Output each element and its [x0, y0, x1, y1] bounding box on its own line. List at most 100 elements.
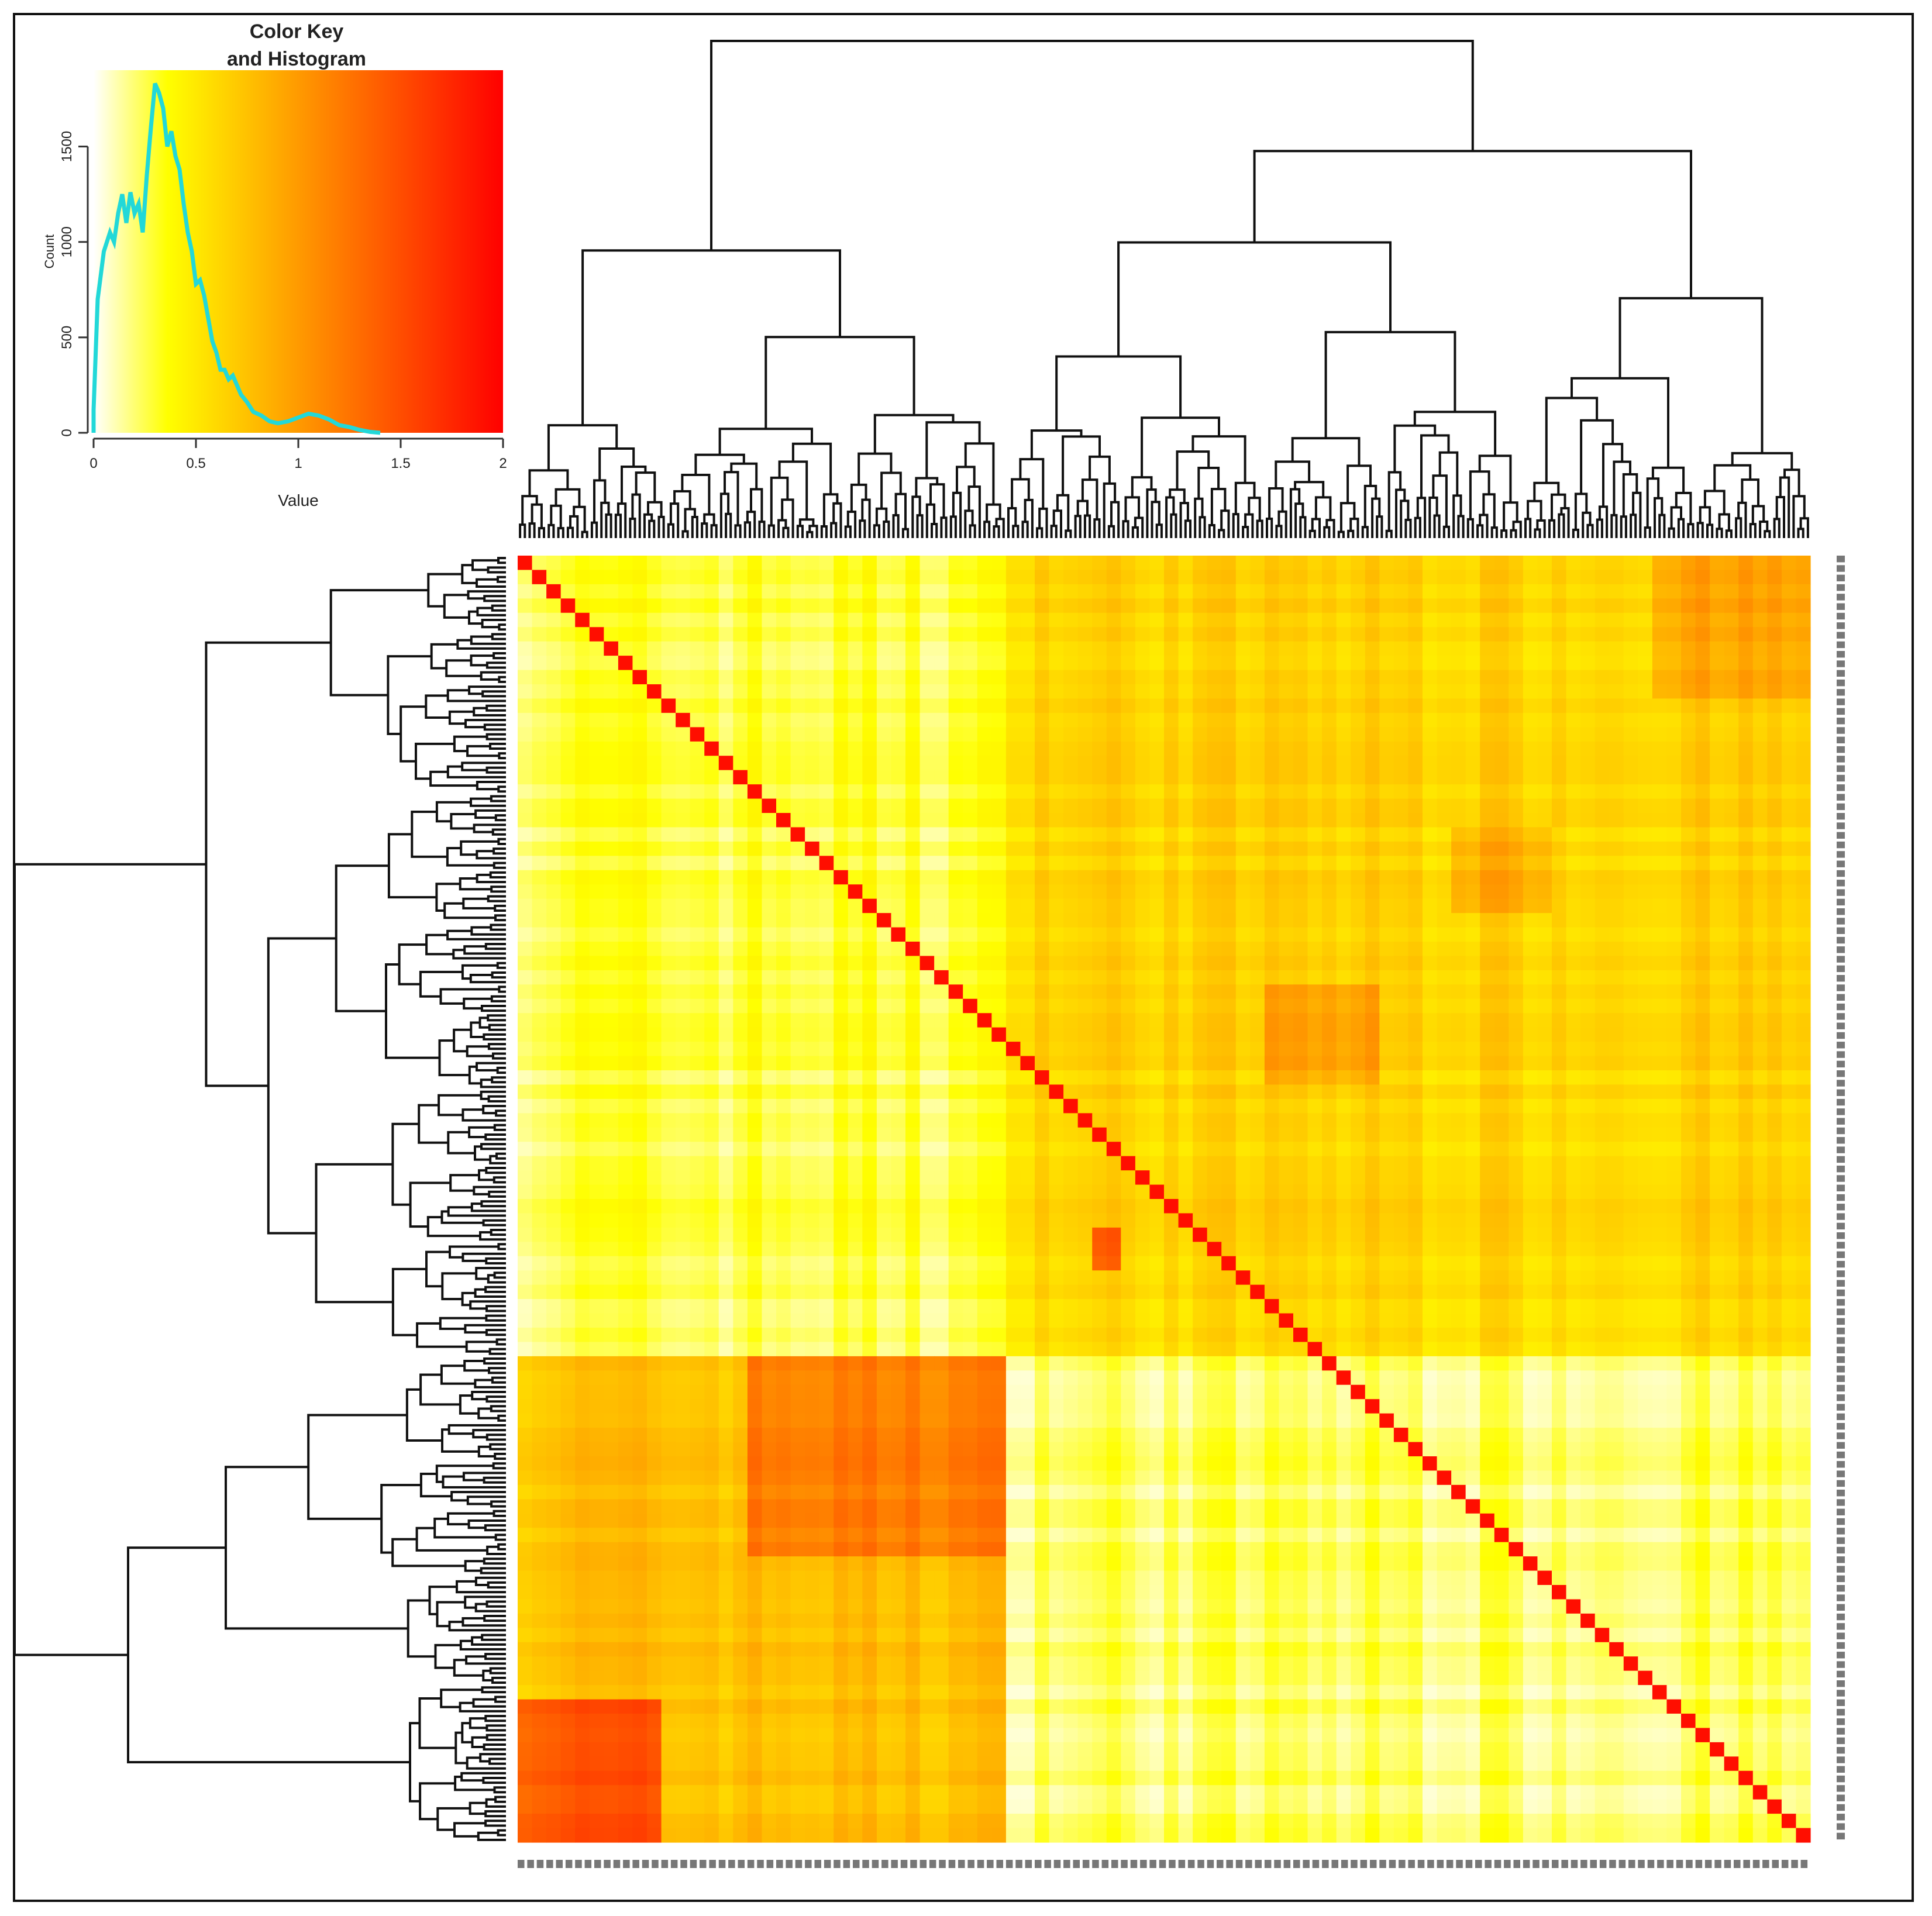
heatmap-cell [1250, 1213, 1265, 1228]
heatmap-cell [1077, 1199, 1093, 1214]
heatmap-cell [891, 670, 906, 685]
heatmap-cell [1781, 612, 1797, 628]
heatmap-cell [1609, 770, 1624, 785]
heatmap-cell [1207, 798, 1222, 814]
heatmap-cell [1480, 670, 1495, 685]
heatmap-cell [1336, 827, 1351, 842]
heatmap-cell [1207, 1242, 1222, 1257]
heatmap-cell [518, 756, 533, 771]
heatmap-cell [1552, 1084, 1567, 1100]
heatmap-cell [934, 942, 949, 957]
row-dendrogram-branch [391, 1122, 419, 1206]
heatmap-cell [819, 641, 834, 656]
heatmap-cell [1005, 884, 1021, 900]
heatmap-cell [1437, 813, 1452, 828]
heatmap-cell [1580, 1227, 1596, 1242]
heatmap-cell [1752, 898, 1768, 914]
heatmap-cell [1681, 656, 1696, 671]
heatmap-cell [1336, 1142, 1351, 1157]
heatmap-cell [1781, 1013, 1797, 1028]
heatmap-cell [1566, 770, 1581, 785]
heatmap-cell [1566, 1227, 1581, 1242]
heatmap-cell [1638, 1098, 1653, 1114]
heatmap-cell [1552, 1142, 1567, 1157]
heatmap-cell [1221, 913, 1237, 928]
heatmap-cell [948, 1013, 963, 1028]
heatmap-cell [661, 913, 676, 928]
row-dendrogram-branch [491, 633, 506, 640]
heatmap-cell [1681, 598, 1696, 614]
heatmap-cell [718, 741, 733, 756]
heatmap-cell [934, 1227, 949, 1242]
row-dendrogram-branch [497, 1414, 506, 1422]
heatmap-cell [1638, 656, 1653, 671]
heatmap-cell [1623, 1142, 1638, 1157]
heatmap-cell [1638, 1042, 1653, 1057]
heatmap-cell [1494, 884, 1509, 900]
heatmap-cell [575, 1213, 590, 1228]
color-key-gradient [94, 70, 503, 433]
heatmap-cell [876, 712, 892, 728]
heatmap-cell [1666, 1199, 1682, 1214]
heatmap-cell [575, 727, 590, 742]
heatmap-cell [1250, 1013, 1265, 1028]
heatmap-cell [1724, 756, 1739, 771]
heatmap-cell [632, 841, 648, 856]
heatmap-cell [1609, 584, 1624, 599]
heatmap-cell [518, 1156, 533, 1171]
heatmap-cell [1552, 784, 1567, 800]
heatmap-cell [1724, 1199, 1739, 1214]
heatmap-cell [1221, 884, 1237, 900]
heatmap-cell [1293, 942, 1308, 957]
heatmap-cell [905, 1113, 921, 1128]
heatmap-cell [1393, 841, 1409, 856]
heatmap-cell [575, 1227, 590, 1242]
heatmap-cell [790, 1156, 805, 1171]
heatmap-cell [762, 942, 777, 957]
heatmap-cell [1020, 656, 1035, 671]
column-dendrogram-branch [1414, 516, 1421, 538]
heatmap-cell [1580, 641, 1596, 656]
heatmap-cell [1336, 670, 1351, 685]
heatmap-cell [1767, 698, 1782, 714]
heatmap-cell [1767, 1184, 1782, 1200]
heatmap-cell [1638, 927, 1653, 942]
heatmap-cell [1035, 827, 1050, 842]
heatmap-cell [1049, 841, 1064, 856]
heatmap-cell [891, 712, 906, 728]
heatmap-cell [1221, 870, 1237, 885]
heatmap-cell [1480, 656, 1495, 671]
heatmap-cell [1710, 898, 1725, 914]
heatmap-cell [546, 770, 562, 785]
heatmap-cell [1322, 884, 1337, 900]
heatmap-cell [532, 656, 547, 671]
heatmap-cell [718, 984, 733, 1000]
heatmap-cell [575, 1242, 590, 1257]
heatmap-cell [518, 1227, 533, 1242]
heatmap-cell [1494, 1098, 1509, 1114]
heatmap-cell [676, 970, 691, 985]
heatmap-cell [1235, 1098, 1251, 1114]
heatmap-cell [1781, 641, 1797, 656]
heatmap-cell [1077, 898, 1093, 914]
heatmap-cell [704, 1170, 719, 1186]
heatmap-cell [948, 998, 963, 1014]
heatmap-cell [718, 1070, 733, 1085]
heatmap-cell [1365, 798, 1380, 814]
heatmap-cell [1379, 984, 1394, 1000]
heatmap-cell [1638, 798, 1653, 814]
heatmap-cell [1523, 1098, 1538, 1114]
heatmap-cell [1005, 784, 1021, 800]
heatmap-cell [1279, 1084, 1294, 1100]
heatmap-cell [1293, 813, 1308, 828]
heatmap-cell [1781, 870, 1797, 885]
heatmap-cell [560, 1213, 576, 1228]
heatmap-cell [560, 913, 576, 928]
heatmap-cell [690, 1042, 705, 1057]
heatmap-cell [1781, 827, 1797, 842]
column-dendrogram-branch [857, 452, 893, 485]
heatmap-cell [532, 798, 547, 814]
heatmap-cell [991, 1098, 1007, 1114]
heatmap-cell [1379, 1013, 1394, 1028]
heatmap-cell [1494, 1142, 1509, 1157]
